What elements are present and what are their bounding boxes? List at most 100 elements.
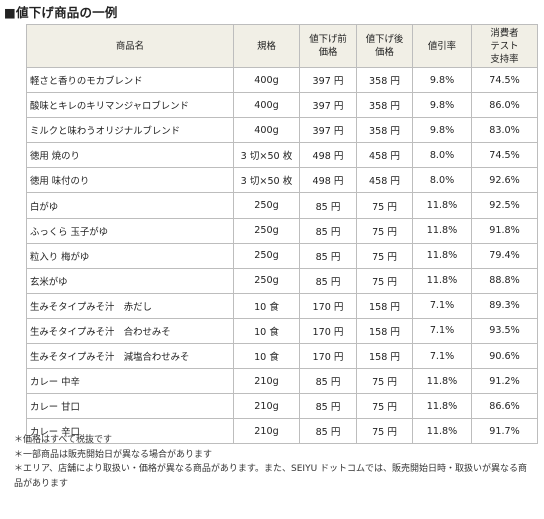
spec-cell: 400g <box>233 66 300 94</box>
footnote: ＊エリア、店舗により取扱い・価格が異なる商品があります。また、SEIYU ドット… <box>14 464 528 489</box>
price-after-cell: 75 円 <box>356 242 413 269</box>
header-row: 商品名 規格 値下げ前 価格 値下げ後 価格 値引率 消費者 テスト 支持率 <box>26 24 538 68</box>
price-before-cell: 85 円 <box>299 368 357 395</box>
price-after-cell: 75 円 <box>356 267 413 294</box>
price-before-cell: 170 円 <box>299 343 357 370</box>
price-before-cell: 85 円 <box>299 393 357 420</box>
product-name-cell: 軽さと香りのモカブレンド <box>26 66 234 94</box>
table-row: 白がゆ 250g 85 円 75 円 11.8% 92.5% <box>26 192 538 219</box>
support-rate-cell: 92.5% <box>471 192 538 219</box>
table-row: 徳用 味付のり 3 切×50 枚 498 円 458 円 8.0% 92.6% <box>26 167 538 194</box>
table-row: 軽さと香りのモカブレンド 400g 397 円 358 円 9.8% 74.5% <box>26 66 538 94</box>
product-name-cell: カレー 辛口 <box>26 418 234 445</box>
product-name-cell: カレー 甘口 <box>26 393 234 420</box>
discount-rate-cell: 7.1% <box>412 317 472 345</box>
spec-cell: 250g <box>233 192 300 219</box>
table-row: 生みそタイプみそ汁 合わせみそ 10 食 170 円 158 円 7.1% 93.5% <box>26 317 538 345</box>
table-body: 軽さと香りのモカブレンド 400g 397 円 358 円 9.8% 74.5% 酸味とキレ… <box>26 66 538 445</box>
price-after-cell: 75 円 <box>356 192 413 219</box>
price-after-cell: 75 円 <box>356 393 413 420</box>
footnote: ＊価格はすべて税抜です <box>14 435 113 445</box>
spec-cell: 250g <box>233 242 300 269</box>
support-rate-cell: 86.0% <box>471 92 538 119</box>
price-before-cell: 498 円 <box>299 167 357 194</box>
discount-rate-cell: 8.0% <box>412 142 472 169</box>
header-support-line3: 支持率 <box>490 53 519 65</box>
price-before-cell: 170 円 <box>299 292 357 319</box>
price-after-cell: 458 円 <box>356 142 413 169</box>
price-after-cell: 458 円 <box>356 167 413 194</box>
price-before-cell: 85 円 <box>299 217 357 244</box>
header-rate-label: 値引率 <box>427 40 457 52</box>
discount-rate-cell: 7.1% <box>412 292 472 319</box>
price-before-cell: 85 円 <box>299 242 357 269</box>
support-rate-cell: 90.6% <box>471 343 538 370</box>
product-name-cell: カレー 中辛 <box>26 368 234 395</box>
discount-rate-cell: 11.8% <box>412 217 472 244</box>
spec-cell: 3 切×50 枚 <box>233 167 300 194</box>
support-rate-cell: 91.8% <box>471 217 538 244</box>
footnote: ＊一部商品は販売開始日が異なる場合があります <box>14 449 213 460</box>
price-after-cell: 358 円 <box>356 117 413 144</box>
spec-cell: 3 切×50 枚 <box>233 142 300 169</box>
table-row: 酸味とキレのキリマンジャロブレンド 400g 397 円 358 円 9.8% 86.0% <box>26 92 538 119</box>
spec-cell: 400g <box>233 117 300 144</box>
price-before-cell: 498 円 <box>299 142 357 169</box>
header-discount-rate: 値引率 <box>412 24 472 68</box>
table-row: 徳用 焼のり 3 切×50 枚 498 円 458 円 8.0% 74.5% <box>26 142 538 169</box>
table-row: 粒入り 梅がゆ 250g 85 円 75 円 11.8% 79.4% <box>26 242 538 269</box>
spec-cell: 400g <box>233 92 300 119</box>
price-before-cell: 85 円 <box>299 418 357 445</box>
price-before-cell: 397 円 <box>299 66 357 94</box>
spec-cell: 10 食 <box>233 292 300 319</box>
table-row: ミルクと味わうオリジナルブレンド 400g 397 円 358 円 9.8% 83.0% <box>26 117 538 144</box>
spec-cell: 210g <box>233 393 300 420</box>
discount-rate-cell: 9.8% <box>412 117 472 144</box>
support-rate-cell: 88.8% <box>471 267 538 294</box>
price-after-cell: 158 円 <box>356 292 413 319</box>
price-table: 商品名 規格 値下げ前 価格 値下げ後 価格 値引率 消費者 テスト 支持率 軽… <box>26 24 538 445</box>
price-after-cell: 158 円 <box>356 317 413 345</box>
discount-rate-cell: 8.0% <box>412 167 472 194</box>
discount-rate-cell: 11.8% <box>412 242 472 269</box>
header-spec: 規格 <box>233 24 300 68</box>
header-name: 商品名 <box>26 24 234 68</box>
support-rate-cell: 92.6% <box>471 167 538 194</box>
support-rate-cell: 74.5% <box>471 66 538 94</box>
support-rate-cell: 91.2% <box>471 368 538 395</box>
product-name-cell: 徳用 焼のり <box>26 142 234 169</box>
discount-rate-cell: 9.8% <box>412 66 472 94</box>
spec-cell: 210g <box>233 368 300 395</box>
header-before-price: 値下げ前 価格 <box>299 24 357 68</box>
product-name-cell: ふっくら 玉子がゆ <box>26 217 234 244</box>
price-after-cell: 358 円 <box>356 92 413 119</box>
header-before-line1: 値下げ前 <box>309 34 347 45</box>
header-after-line1: 値下げ後 <box>365 34 404 45</box>
product-name-cell: 徳用 味付のり <box>26 167 234 194</box>
price-after-cell: 358 円 <box>356 66 413 94</box>
table-row: 生みそタイプみそ汁 減塩合わせみそ 10 食 170 円 158 円 7.1% 90.6% <box>26 343 538 370</box>
spec-cell: 10 食 <box>233 343 300 370</box>
header-support-rate: 消費者 テスト 支持率 <box>471 24 538 68</box>
footnotes: ＊価格はすべて税抜です ＊一部商品は販売開始日が異なる場合があります ＊エリア、… <box>14 433 534 491</box>
header-before-line2: 価格 <box>318 47 338 58</box>
price-before-cell: 170 円 <box>299 317 357 345</box>
discount-rate-cell: 9.8% <box>412 92 472 119</box>
header-after-price: 値下げ後 価格 <box>356 24 413 68</box>
support-rate-cell: 93.5% <box>471 317 538 345</box>
table-row: ふっくら 玉子がゆ 250g 85 円 75 円 11.8% 91.8% <box>26 217 538 244</box>
product-name-cell: ミルクと味わうオリジナルブレンド <box>26 117 234 144</box>
discount-rate-cell: 11.8% <box>412 368 472 395</box>
header-name-label: 商品名 <box>115 40 145 52</box>
support-rate-cell: 89.3% <box>471 292 538 319</box>
support-rate-cell: 91.7% <box>471 418 538 445</box>
product-name-cell: 白がゆ <box>26 192 234 219</box>
support-rate-cell: 83.0% <box>471 117 538 144</box>
discount-rate-cell: 11.8% <box>412 267 472 294</box>
header-support-line1: 消費者 <box>490 27 519 39</box>
discount-rate-cell: 11.8% <box>412 192 472 219</box>
product-name-cell: 酸味とキレのキリマンジャロブレンド <box>26 92 234 119</box>
table-row: 生みそタイプみそ汁 赤だし 10 食 170 円 158 円 7.1% 89.3% <box>26 292 538 319</box>
header-support-line2: テスト <box>490 40 519 52</box>
product-name-cell: 生みそタイプみそ汁 合わせみそ <box>26 317 234 345</box>
